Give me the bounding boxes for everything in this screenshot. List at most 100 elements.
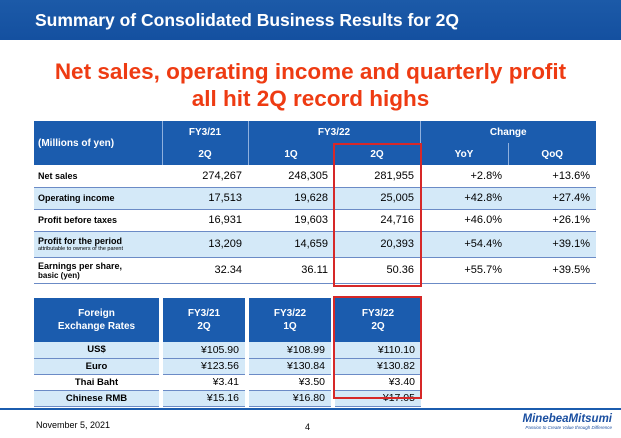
column-gap (159, 342, 163, 358)
table-row-profit-for-period: Profit for the period attributable to ow… (34, 231, 597, 258)
cell-value: 17,513 (162, 187, 248, 210)
cell-yoy: +54.4% (420, 231, 508, 258)
cell-qoq: +39.5% (508, 257, 597, 284)
footer-date: November 5, 2021 (36, 420, 111, 430)
fx-cell: ¥108.99 (249, 342, 331, 359)
results-table: (Millions of yen) FY3/21 FY3/22 Change 2… (34, 121, 597, 284)
row-label: Profit for the period attributable to ow… (34, 231, 162, 258)
cell-value: 50.36 (334, 257, 420, 284)
column-gap (159, 390, 163, 406)
fx-rates-table: Foreign Exchange Rates FY3/21 2Q FY3/22 … (34, 298, 421, 407)
cell-value: 19,628 (248, 187, 334, 210)
cell-yoy: +46.0% (420, 209, 508, 232)
cell-value: 13,209 (162, 231, 248, 258)
fx-col-line1: FY3/21 (187, 308, 221, 319)
fx-col-line1: FY3/22 (273, 308, 307, 319)
fx-col-header-fy321-2q: FY3/21 2Q (163, 298, 245, 342)
page-number: 4 (305, 422, 311, 432)
fx-cell: ¥3.41 (163, 374, 245, 391)
sub-header-yoy: YoY (419, 143, 508, 165)
fx-header-row: Foreign Exchange Rates FY3/21 2Q FY3/22 … (34, 298, 421, 342)
cell-yoy: +42.8% (420, 187, 508, 210)
table-row-net-sales: Net sales 274,267 248,305 281,955 +2.8% … (34, 165, 597, 188)
group-header-change: Change (419, 121, 597, 143)
fx-cell: ¥123.56 (163, 358, 245, 375)
company-logo: MinebeaMitsumi Passion to Create Value t… (512, 413, 612, 430)
fx-cell: ¥130.84 (249, 358, 331, 375)
cell-value: 25,005 (334, 187, 420, 210)
fx-col-header-fy322-1q: FY3/22 1Q (249, 298, 331, 342)
results-header-row-1: (Millions of yen) FY3/21 FY3/22 Change (34, 121, 597, 165)
column-gap (245, 298, 249, 342)
cell-value: 20,393 (334, 231, 420, 258)
slide-title: Summary of Consolidated Business Results… (0, 0, 621, 40)
cell-yoy: +2.8% (420, 165, 508, 188)
cell-value: 14,659 (248, 231, 334, 258)
fx-row-chinese-rmb: Chinese RMB ¥15.16 ¥16.80 ¥17.05 (34, 390, 421, 407)
fx-cell: ¥130.82 (335, 358, 421, 375)
fx-row-label: Thai Baht (34, 374, 159, 391)
cell-value: 19,603 (248, 209, 334, 232)
logo-tagline: Passion to Create Value through Differen… (525, 425, 612, 430)
sub-header-1q-fy322: 1Q (247, 143, 334, 165)
fx-header-label-line1: Foreign (78, 308, 115, 319)
results-header-row-2: 2Q 1Q 2Q YoY QoQ (34, 143, 597, 165)
fx-col-line2: 1Q (283, 321, 297, 332)
cell-value: 24,716 (334, 209, 420, 232)
fx-header-label-line2: Exchange Rates (57, 321, 136, 332)
row-label: Net sales (34, 165, 162, 188)
headline-line-2: all hit 2Q record highs (191, 86, 430, 111)
cell-value: 16,931 (162, 209, 248, 232)
fx-cell: ¥17.05 (335, 390, 421, 407)
fx-row-usd: US$ ¥105.90 ¥108.99 ¥110.10 (34, 342, 421, 359)
fx-cell: ¥3.40 (335, 374, 421, 391)
cell-qoq: +13.6% (508, 165, 597, 188)
row-label-main: Profit for the period (38, 236, 122, 246)
headline-line-1: Net sales, operating income and quarterl… (54, 59, 567, 84)
column-gap (245, 374, 249, 390)
fx-col-line1: FY3/22 (361, 308, 395, 319)
column-gap (245, 358, 249, 374)
column-gap (245, 390, 249, 406)
cell-value: 32.34 (162, 257, 248, 284)
sub-header-qoq: QoQ (507, 143, 597, 165)
table-row-eps: Earnings per share, basic (yen) 32.34 36… (34, 257, 597, 284)
cell-yoy: +55.7% (420, 257, 508, 284)
row-label-sub: basic (yen) (38, 270, 80, 280)
row-label-main: Earnings per share, (38, 260, 123, 271)
row-label-sub: attributable to owners of the parent (38, 246, 123, 252)
fx-row-label: Euro (34, 358, 159, 375)
fx-col-header-fy322-2q: FY3/22 2Q (335, 298, 421, 342)
group-header-fy321: FY3/21 (161, 121, 248, 143)
cell-value: 36.11 (248, 257, 334, 284)
highlight-box-fx-2q (333, 296, 422, 399)
sub-header-2q-fy321: 2Q (161, 143, 248, 165)
fx-row-thai-baht: Thai Baht ¥3.41 ¥3.50 ¥3.40 (34, 374, 421, 391)
cell-qoq: +27.4% (508, 187, 597, 210)
footer-divider (0, 408, 621, 410)
column-gap (159, 298, 163, 342)
logo-wordmark: MinebeaMitsumi (522, 413, 612, 425)
unit-label: (Millions of yen) (34, 121, 162, 165)
fx-cell: ¥110.10 (335, 342, 421, 359)
row-label: Profit before taxes (34, 209, 162, 232)
fx-cell: ¥15.16 (163, 390, 245, 407)
row-label: Earnings per share, basic (yen) (34, 257, 162, 284)
headline: Net sales, operating income and quarterl… (0, 58, 621, 112)
fx-row-label: Chinese RMB (34, 390, 159, 407)
cell-value: 274,267 (162, 165, 248, 188)
row-label: Operating income (34, 187, 162, 210)
cell-value: 248,305 (248, 165, 334, 188)
cell-qoq: +26.1% (508, 209, 597, 232)
highlight-box-2q-results (333, 143, 422, 287)
table-row-profit-before-taxes: Profit before taxes 16,931 19,603 24,716… (34, 209, 597, 232)
fx-cell: ¥105.90 (163, 342, 245, 359)
column-gap (245, 342, 249, 358)
fx-col-line2: 2Q (371, 321, 385, 332)
cell-qoq: +39.1% (508, 231, 597, 258)
table-row-operating-income: Operating income 17,513 19,628 25,005 +4… (34, 187, 597, 210)
cell-value: 281,955 (334, 165, 420, 188)
fx-cell: ¥3.50 (249, 374, 331, 391)
fx-row-label: US$ (34, 342, 159, 359)
fx-row-euro: Euro ¥123.56 ¥130.84 ¥130.82 (34, 358, 421, 375)
